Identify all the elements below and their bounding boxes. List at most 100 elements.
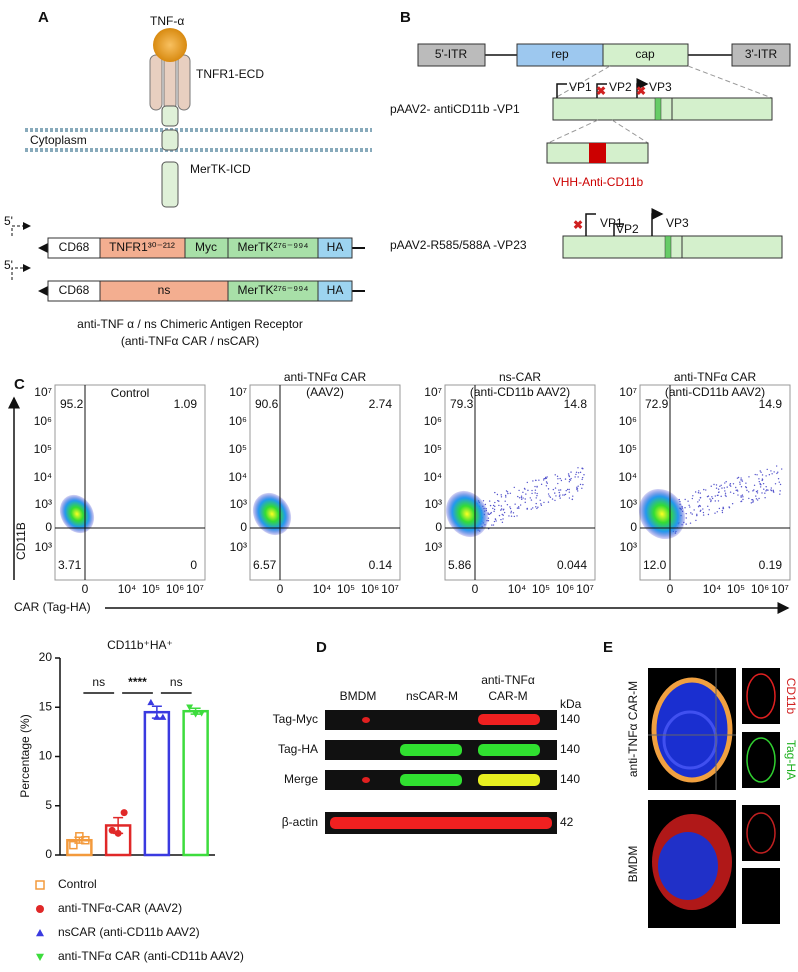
event [500, 496, 503, 498]
event [752, 501, 754, 503]
event [539, 499, 541, 501]
quadrant-value: 0.14 [369, 558, 393, 572]
event [570, 471, 572, 473]
segment-label: TNFR1³⁰⁻²¹² [109, 240, 175, 254]
event [492, 524, 495, 526]
event [577, 476, 579, 478]
marker [192, 711, 200, 718]
event [771, 473, 773, 475]
event [689, 522, 692, 524]
event [509, 507, 512, 510]
event [702, 508, 704, 510]
y-tick-label: 10⁶ [229, 414, 247, 428]
event [581, 476, 584, 479]
panel-letter: D [316, 639, 327, 656]
x-tick-label: 10⁵ [142, 582, 160, 596]
event [497, 499, 499, 502]
event [770, 489, 773, 492]
event [488, 513, 491, 516]
event [547, 501, 550, 503]
event [558, 491, 561, 494]
event [524, 498, 526, 500]
event [766, 468, 768, 471]
event [705, 489, 707, 491]
event [568, 474, 570, 477]
event [538, 479, 540, 481]
event [516, 515, 518, 517]
band [478, 714, 540, 725]
event [735, 486, 737, 489]
event [777, 471, 779, 473]
event [543, 501, 545, 504]
event [693, 509, 695, 511]
event [576, 486, 578, 489]
x-tick-label: 10⁶ [361, 582, 379, 596]
event [725, 495, 727, 498]
event [574, 476, 576, 478]
event [558, 495, 561, 497]
event [696, 513, 698, 516]
event [500, 508, 503, 510]
event [716, 511, 718, 513]
row-label: Tag-HA [278, 742, 318, 756]
event [503, 511, 506, 514]
segment [731, 43, 791, 67]
event [565, 489, 567, 492]
segment [417, 43, 486, 67]
x-tick-label: 0 [82, 582, 89, 596]
event [748, 491, 750, 493]
event [505, 496, 507, 498]
event [559, 489, 562, 491]
event [559, 497, 561, 499]
quadrant-value: 0.044 [557, 558, 587, 572]
event [737, 494, 739, 496]
y-tick-label: 10⁶ [424, 414, 442, 428]
quadrant-value: 72.9 [645, 397, 669, 411]
event [779, 493, 781, 495]
event [568, 480, 571, 483]
event [700, 509, 702, 512]
lane-label: anti-TNFα [481, 673, 535, 687]
event [702, 511, 705, 514]
event [520, 497, 523, 499]
legend-label: Control [58, 877, 97, 891]
band [330, 817, 552, 829]
y-tick-label: 10⁷ [229, 385, 247, 399]
event [715, 484, 718, 486]
event [765, 486, 767, 488]
label: 5' [4, 214, 13, 228]
tnf [153, 28, 187, 62]
event [716, 494, 719, 497]
y-axis-label: Percentage (%) [18, 714, 32, 797]
plot-frame [639, 384, 791, 581]
x-tick-label: 10⁷ [771, 582, 789, 596]
bar [143, 710, 171, 857]
event [707, 495, 710, 497]
event [516, 507, 519, 509]
y-axis-label: CD11B [14, 522, 28, 560]
caption: anti-TNF α / ns Chimeric Antigen Recepto… [77, 317, 303, 331]
event [691, 497, 694, 500]
event [714, 500, 716, 502]
event [748, 497, 750, 500]
event [546, 476, 548, 478]
event [724, 492, 727, 494]
cell [746, 812, 776, 854]
marker [159, 713, 167, 720]
event [741, 479, 743, 481]
channel-label: Tag-HA [784, 740, 798, 780]
event [721, 509, 723, 512]
event [551, 498, 554, 500]
event [514, 503, 516, 505]
event [518, 489, 520, 492]
y-tick-label: 0 [435, 520, 442, 534]
unit: kDa [560, 697, 582, 711]
segment-label: HA [327, 240, 344, 254]
event [761, 492, 763, 494]
event [724, 490, 726, 492]
event [758, 480, 760, 483]
segment [602, 43, 689, 67]
event [535, 497, 537, 499]
legend-label: nsCAR (anti-CD11b AAV2) [58, 925, 200, 939]
event [755, 498, 758, 500]
